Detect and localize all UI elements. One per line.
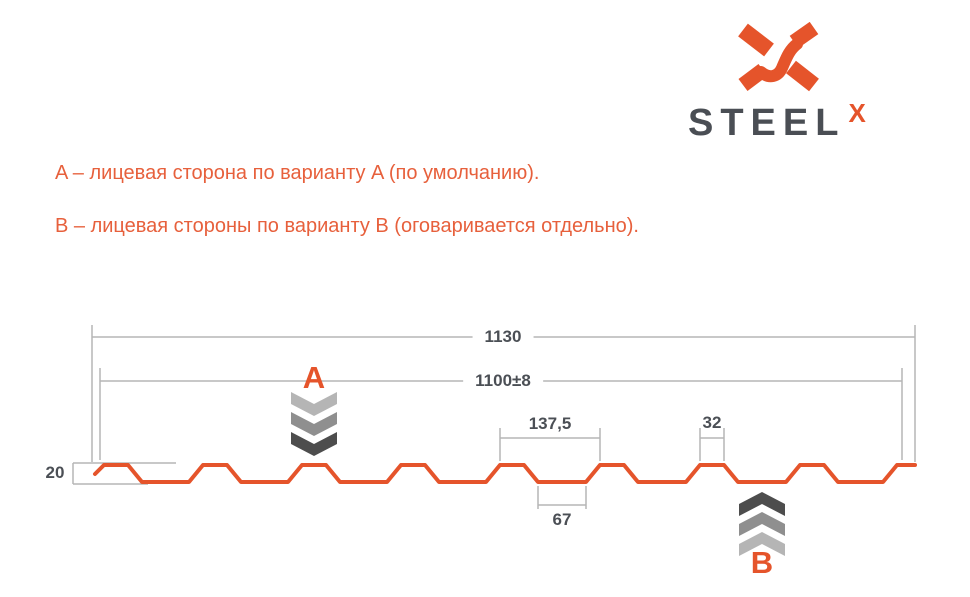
steelx-logo-icon	[738, 22, 819, 92]
note-variant-b: B – лицевая стороны по варианту B (огова…	[55, 215, 639, 237]
profile-outline	[93, 463, 917, 484]
dim-label-working-width: 1100±8	[463, 371, 543, 391]
dim-label-overall-width: 1130	[472, 327, 534, 347]
logo-wordmark: STEEL X	[688, 98, 866, 145]
dim-label-rib-pitch: 137,5	[528, 414, 572, 433]
profile-drawing-canvas	[72, 325, 917, 556]
chevron-down-icon	[291, 392, 337, 416]
logo-x-bottom-right-arm	[786, 60, 819, 92]
profile-diagram: 1130 1100±8 137,5 32 67 20 A B	[0, 300, 970, 597]
chevron-up-icon	[739, 492, 785, 516]
brand-superscript: X	[848, 98, 866, 128]
marker-a-chevrons	[291, 392, 337, 456]
logo-x-top-left-arm	[738, 23, 774, 57]
brand-name: STEEL	[688, 102, 846, 144]
marker-b-chevrons	[739, 492, 785, 556]
chevron-up-icon	[739, 532, 785, 556]
logo: STEEL X	[0, 0, 970, 150]
marker-a-label: A	[302, 360, 326, 395]
logo-x-weave	[755, 38, 803, 83]
note-variant-a: A – лицевая сторона по варианту A (по ум…	[55, 162, 540, 184]
chevron-up-icon	[739, 512, 785, 536]
chevron-down-icon	[291, 432, 337, 456]
marker-b-label: B	[750, 545, 774, 580]
dim-label-profile-height: 20	[45, 463, 65, 482]
dim-label-valley-width: 67	[552, 510, 572, 529]
chevron-down-icon	[291, 412, 337, 436]
dim-label-rib-top-width: 32	[702, 413, 722, 432]
